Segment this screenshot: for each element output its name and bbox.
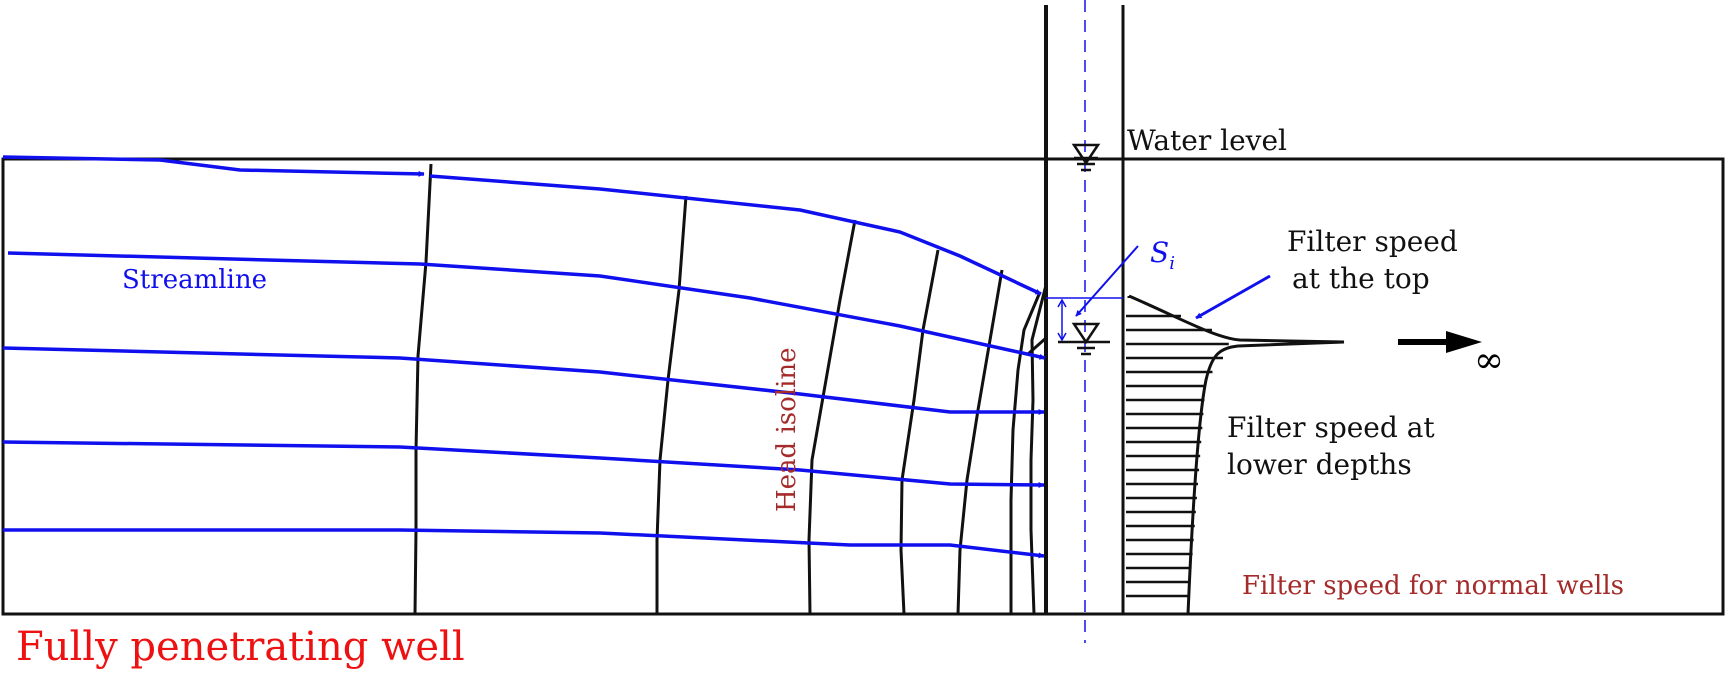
filter-top-pointer [1195,274,1271,320]
filter-speed-profile [1127,294,1345,615]
head-isolines [413,163,1048,615]
streamline-4 [2,440,1045,488]
filter-lower-label-line1: Filter speed at [1227,411,1435,444]
aquifer-boundary [1,157,1725,616]
filter-top-label-line2: at the top [1292,262,1430,295]
water-level-label: Water level [1127,124,1287,157]
streamline-label: Streamline [122,265,267,295]
si-label: Si [1150,236,1175,274]
filter-top-label-line1: Filter speed [1287,225,1458,258]
streamline-2 [7,251,1046,360]
streamlines [2,155,1046,559]
streamline-5 [3,528,1045,559]
filter-lower-label-line2: lower depths [1227,448,1412,481]
infinity-label: ∞ [1474,340,1504,381]
head-isoline-label: Head isoline [772,347,802,512]
filter-speed-hatching [1126,314,1229,598]
water-level-marker-icon [1071,143,1101,172]
drawdown-level-marker-icon [1058,322,1110,356]
filter-normal-label: Filter speed for normal wells [1242,571,1624,601]
streamline-3 [2,346,1045,415]
figure-title: Fully penetrating well [16,624,465,670]
streamline-1 [2,155,425,177]
si-indicator [1046,245,1139,342]
streamline-1b [429,174,1042,296]
arrow-right-icon [1398,331,1482,353]
